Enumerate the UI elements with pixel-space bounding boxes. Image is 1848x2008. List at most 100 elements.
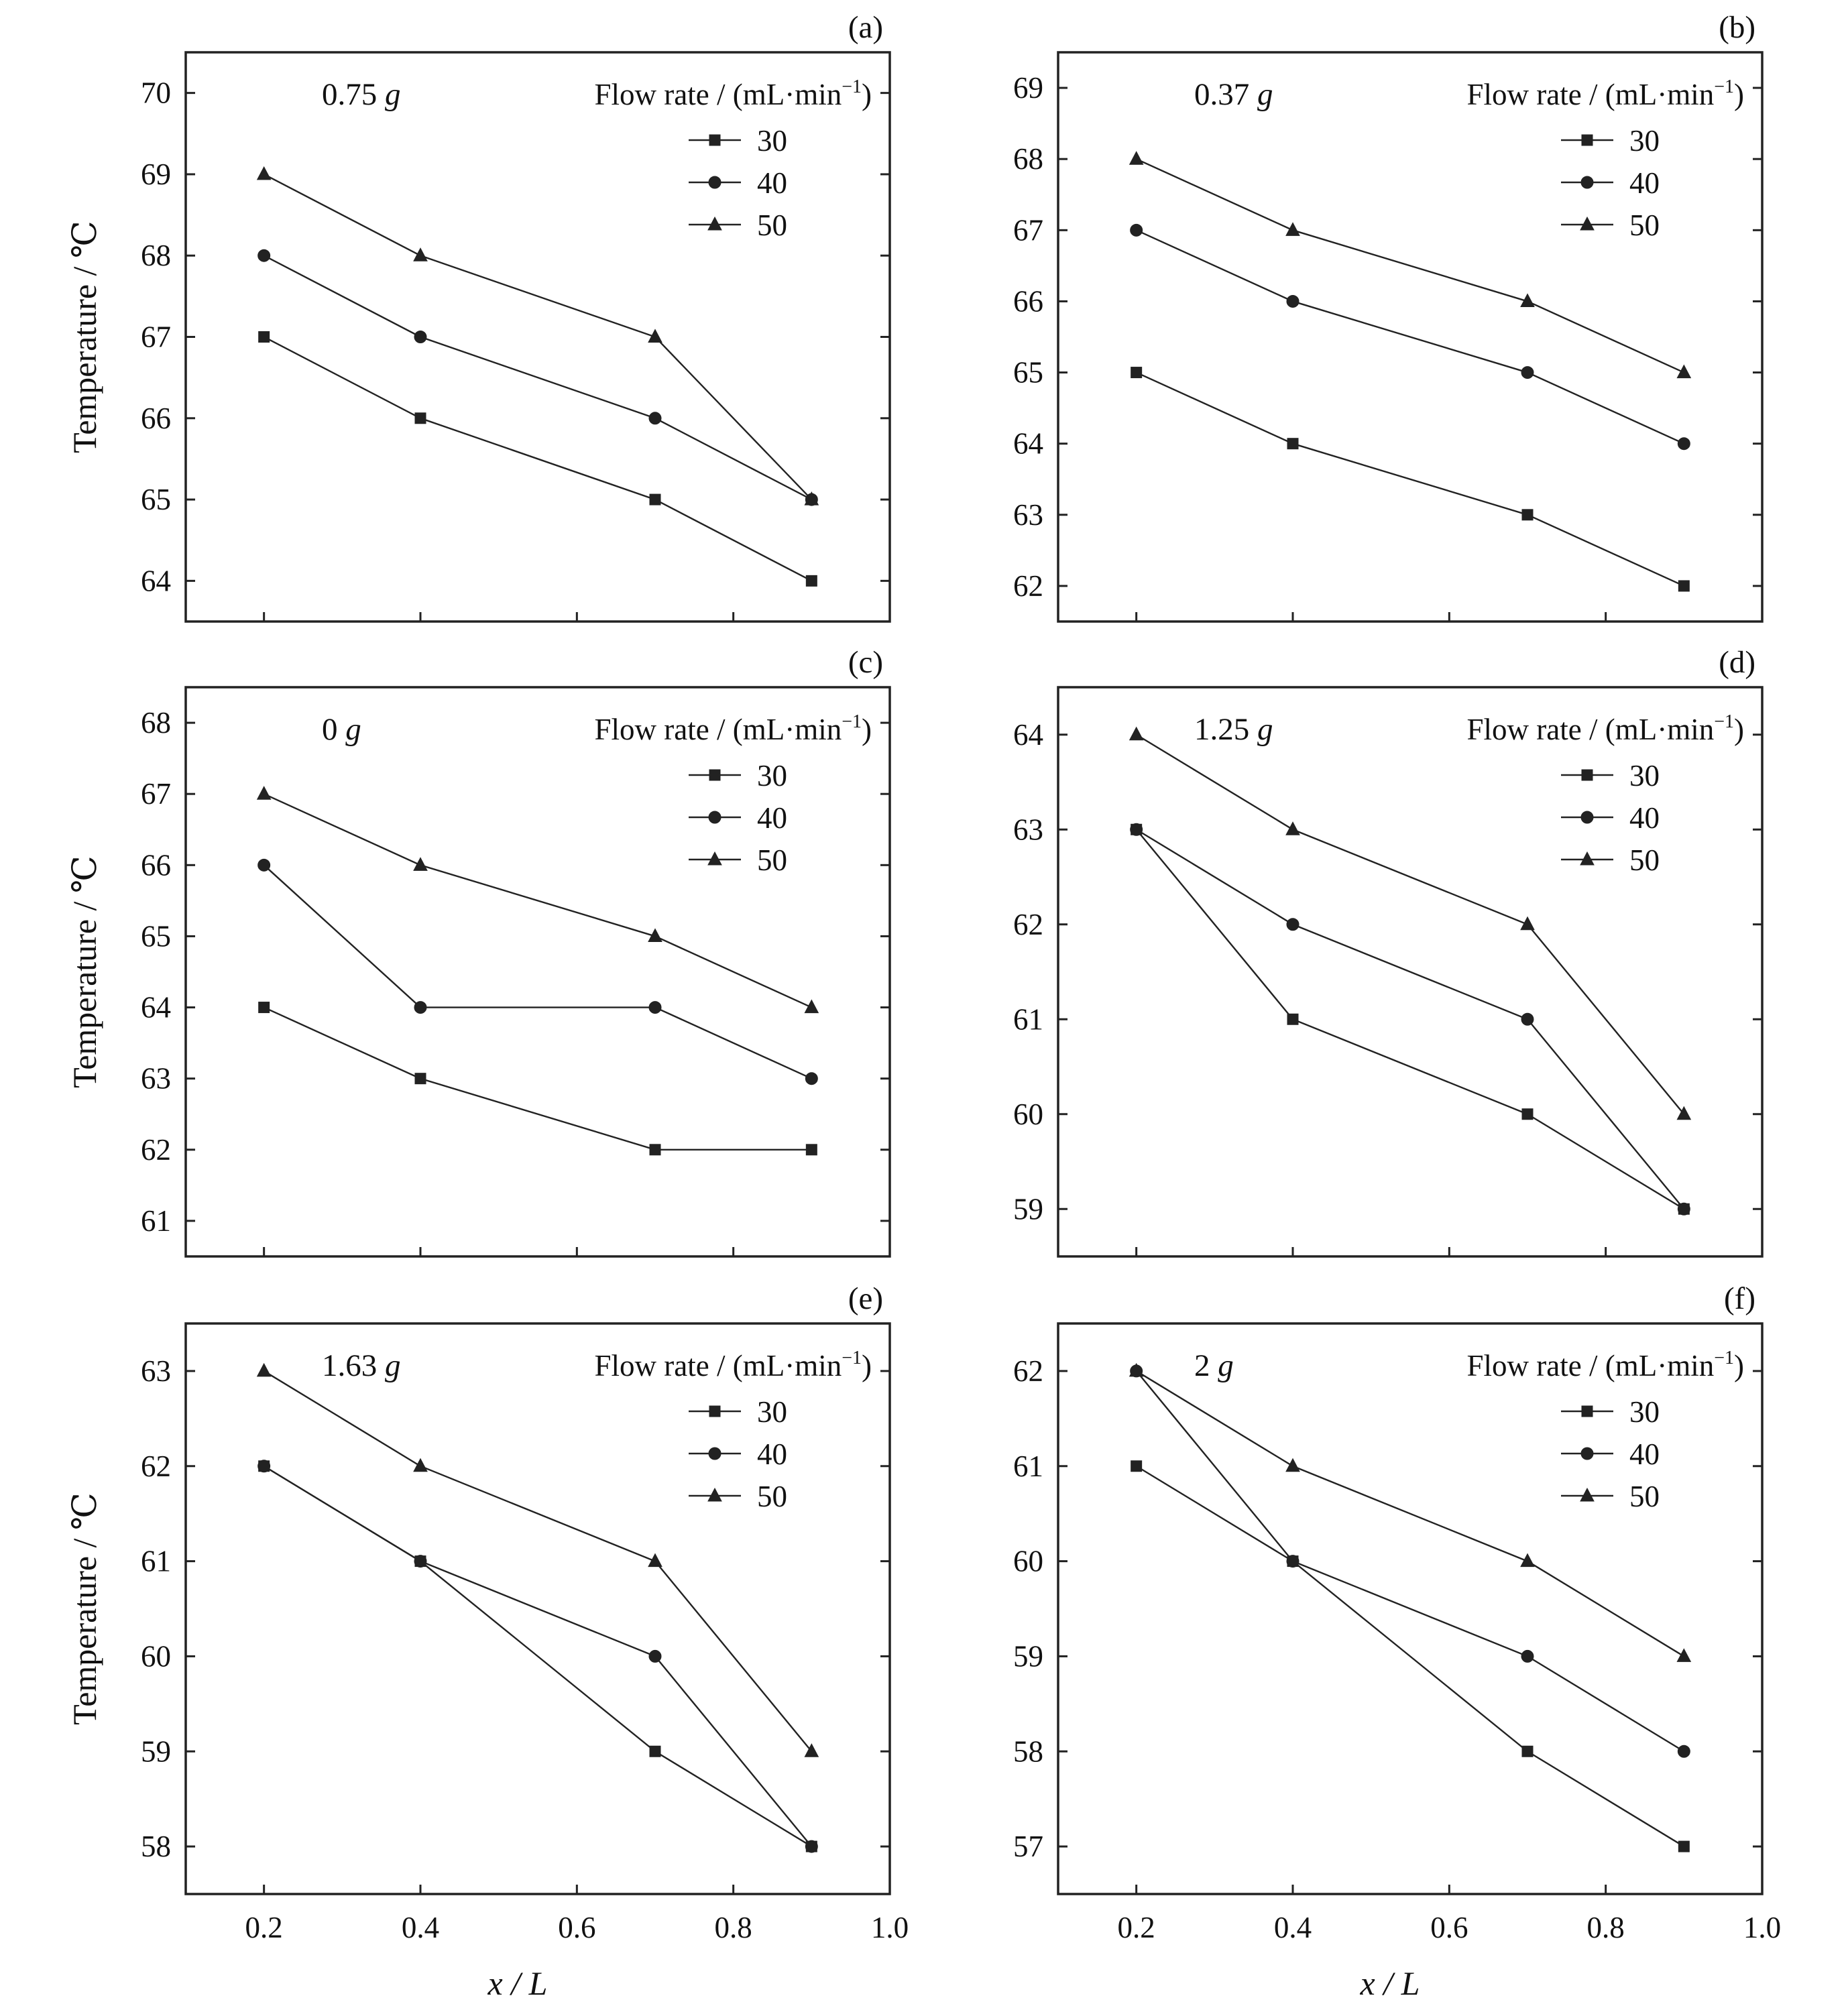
condition-value: 0 (322, 712, 338, 747)
legend-label: 30 (1629, 759, 1660, 792)
y-tick-label: 63 (1013, 813, 1043, 846)
data-point (1286, 294, 1300, 308)
legend-triangle-marker (707, 851, 722, 866)
series-line (264, 1465, 812, 1848)
legend-circle-marker (708, 176, 721, 189)
condition-unit: g (1218, 1348, 1234, 1383)
y-tick-label: 62 (141, 1133, 171, 1167)
legend-square-marker (1581, 769, 1593, 781)
data-point (414, 1073, 426, 1085)
data-point (257, 1460, 271, 1473)
y-tick-label: 67 (1013, 213, 1043, 247)
legend-entry-40: 40 (1561, 1437, 1660, 1471)
legend-title-sup: −1 (1714, 711, 1734, 732)
y-tick-label: 66 (141, 402, 171, 435)
series-50 (1129, 1362, 1692, 1662)
series-30 (258, 331, 817, 587)
data-point (1678, 580, 1690, 592)
data-point (648, 412, 662, 425)
legend-title-text: Flow rate / (mL·min (595, 1349, 842, 1382)
data-point (1520, 293, 1535, 307)
x-tick-label: 0.6 (558, 1911, 595, 1944)
data-point (1129, 1362, 1144, 1377)
data-point (256, 166, 272, 180)
series-line (264, 1006, 812, 1151)
x-tick-label: 0.8 (715, 1911, 752, 1944)
panel-c: 61 62 63 64 65 66 67 68 Temperature / ℃ (c) 0 g Flo… (66, 645, 891, 1258)
legend-entry-30: 30 (1561, 1395, 1660, 1429)
legend-label: 50 (757, 209, 787, 242)
y-tick-label: 63 (141, 1062, 171, 1096)
plot-frame (1057, 1322, 1764, 1895)
legend-circle-marker (708, 811, 721, 824)
condition-unit: g (345, 712, 361, 747)
series-line (264, 1370, 813, 1753)
legend-entry-30: 30 (1561, 759, 1660, 792)
series-40 (257, 1460, 818, 1853)
y-tick-label: 58 (1013, 1734, 1043, 1768)
panel-label: (c) (848, 645, 883, 680)
series-30 (258, 1002, 817, 1156)
data-point (1129, 726, 1144, 741)
condition-label: 0.75 g (322, 77, 401, 112)
y-tick-label: 61 (1013, 1002, 1043, 1036)
legend-triangle-marker (707, 1487, 722, 1502)
plot-frame (184, 686, 891, 1258)
legend-square-marker (709, 1405, 721, 1417)
legend-title-sup: −1 (842, 711, 862, 732)
legend-title-close: ) (1734, 78, 1744, 111)
data-point (413, 857, 428, 871)
series-line (1136, 1370, 1684, 1657)
legend-title-text: Flow rate / (mL·min (595, 713, 842, 746)
panel-label: (f) (1724, 1281, 1755, 1316)
y-tick-label: 61 (141, 1545, 171, 1578)
legend-square-marker (709, 134, 721, 146)
legend-title: Flow rate / (mL·min−1) (1467, 711, 1744, 746)
data-point (1678, 1840, 1690, 1852)
legend-label: 30 (1629, 1395, 1660, 1429)
legend-title: Flow rate / (mL·min−1) (595, 76, 872, 111)
y-tick-label: 70 (141, 76, 171, 110)
legend-title-close: ) (1734, 1349, 1744, 1382)
data-point (1131, 1460, 1143, 1472)
series-line (1135, 1370, 1684, 1753)
data-point (1130, 823, 1143, 836)
data-point (414, 412, 426, 424)
data-point (1677, 1202, 1690, 1216)
y-tick-label: 64 (1013, 718, 1043, 752)
legend-entry-30: 30 (689, 1395, 787, 1429)
series-line (264, 1465, 813, 1847)
legend-entry-50: 50 (1561, 209, 1660, 242)
legend-label: 40 (757, 1437, 787, 1471)
data-point (414, 1001, 427, 1014)
panel-b: 62 63 64 65 66 67 68 69 (b) 0.37 g Flow rate / (mL… (1013, 10, 1764, 623)
legend-circle-marker (1580, 811, 1594, 824)
y-tick-label: 62 (141, 1450, 171, 1483)
data-point (1129, 151, 1144, 165)
plot-frame (1057, 51, 1764, 623)
data-point (414, 331, 427, 343)
panel-e: 58 59 60 61 62 63 0.2 0.4 0.6 0.8 1.0 Temperature /… (66, 1281, 909, 2002)
data-point (1285, 821, 1300, 835)
series-line (264, 336, 812, 582)
series-line (264, 173, 813, 500)
legend-entry-50: 50 (1561, 1480, 1660, 1513)
x-axis-title: x / L (1360, 1964, 1420, 2002)
data-point (805, 1072, 818, 1085)
data-point (804, 1743, 819, 1757)
condition-label: 1.63 g (322, 1348, 401, 1383)
legend-title-close: ) (862, 713, 872, 746)
data-point (648, 1553, 662, 1568)
series-40 (257, 858, 818, 1085)
data-point (804, 491, 819, 506)
data-point (1521, 509, 1534, 521)
condition-unit: g (1257, 712, 1273, 747)
data-point (1677, 1745, 1690, 1758)
series-line (1136, 371, 1684, 587)
series-line (1136, 733, 1685, 1115)
y-tick-label: 62 (1013, 908, 1043, 941)
condition-label: 1.25 g (1194, 712, 1273, 747)
legend-label: 40 (757, 801, 787, 835)
data-point (1676, 364, 1692, 379)
